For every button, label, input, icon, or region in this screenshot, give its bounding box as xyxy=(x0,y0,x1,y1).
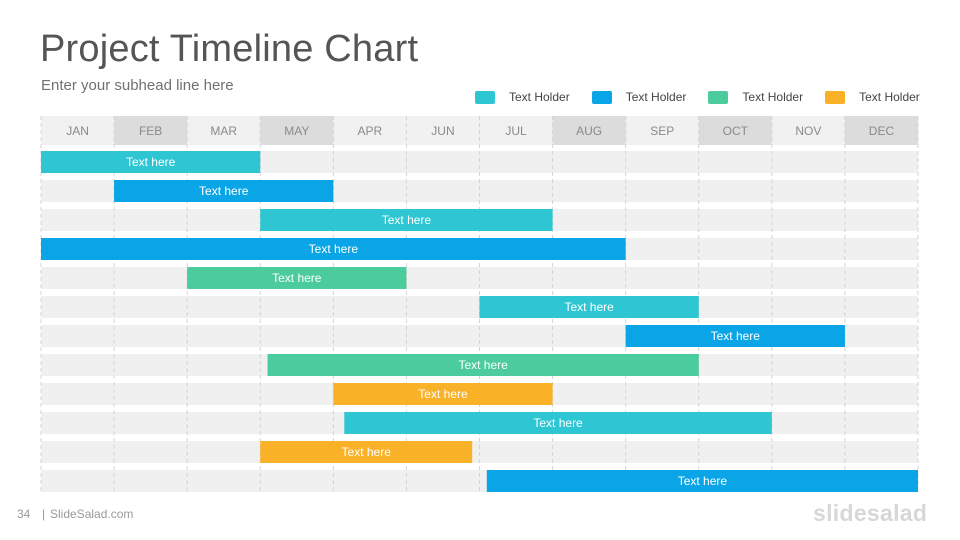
month-header-cell xyxy=(771,116,845,145)
legend-label: Text Holder xyxy=(742,90,804,104)
task-label: Text here xyxy=(272,271,322,285)
legend-label: Text Holder xyxy=(859,90,920,104)
task-label: Text here xyxy=(711,329,761,343)
month-header-cell xyxy=(625,116,699,145)
task-bar xyxy=(333,383,553,405)
month-header-cell xyxy=(114,116,188,145)
month-label: FEB xyxy=(139,124,162,138)
page-title: Project Timeline Chart xyxy=(40,28,419,70)
task-label: Text here xyxy=(678,474,728,488)
month-label: AUG xyxy=(576,124,602,138)
month-label: DEC xyxy=(869,124,895,138)
month-label: APR xyxy=(358,124,383,138)
task-label: Text here xyxy=(309,242,359,256)
task-bar xyxy=(267,354,699,376)
task-bar xyxy=(344,412,772,434)
task-label: Text here xyxy=(199,184,249,198)
month-label: MAY xyxy=(284,124,309,138)
task-bar xyxy=(41,151,261,173)
page-number: 34 xyxy=(17,507,31,521)
legend-label: Text Holder xyxy=(509,90,570,104)
month-label: SEP xyxy=(650,124,674,138)
legend-swatch xyxy=(475,90,495,104)
month-header-cell xyxy=(406,116,480,145)
task-bar xyxy=(41,238,626,260)
task-label: Text here xyxy=(533,416,583,430)
legend-item: Text Holder xyxy=(825,90,920,104)
task-bar xyxy=(486,470,918,492)
month-header-cell xyxy=(479,116,553,145)
task-label: Text here xyxy=(564,300,614,314)
task-bar xyxy=(114,180,334,202)
month-header-cell xyxy=(333,116,407,145)
month-header-cell xyxy=(187,116,261,145)
legend-item: Text Holder xyxy=(475,90,570,104)
task-label: Text here xyxy=(382,213,432,227)
page-subtitle: Enter your subhead line here xyxy=(41,77,234,94)
footer-separator: | xyxy=(42,507,46,521)
task-label: Text here xyxy=(342,445,392,459)
legend-swatch xyxy=(708,90,729,104)
task-bar xyxy=(260,441,473,463)
month-header-cell xyxy=(41,116,115,145)
task-bar xyxy=(260,209,553,231)
task-label: Text here xyxy=(458,358,508,372)
month-label: JUN xyxy=(431,124,454,138)
legend-swatch xyxy=(825,90,846,104)
legend-item: Text Holder xyxy=(708,90,803,104)
legend-item: Text Holder xyxy=(591,90,687,104)
month-label: NOV xyxy=(795,124,821,138)
footer-site-link[interactable]: SlideSalad.com xyxy=(50,507,134,521)
brand-logo: slidesalad xyxy=(813,500,928,526)
month-label: JAN xyxy=(66,124,89,138)
task-label: Text here xyxy=(126,155,176,169)
legend: Text Holder Text Holder Text Holder Text… xyxy=(475,90,942,104)
task-bar xyxy=(187,267,407,289)
month-header-cell xyxy=(844,116,918,145)
task-bar xyxy=(625,325,845,347)
month-label: OCT xyxy=(723,124,749,138)
legend-label: Text Holder xyxy=(625,90,687,104)
month-header-cell xyxy=(260,116,334,145)
month-label: JUL xyxy=(505,124,527,138)
task-bar xyxy=(479,296,699,318)
month-header-cell xyxy=(698,116,772,145)
task-label: Text here xyxy=(418,387,468,401)
month-header-cell xyxy=(552,116,626,145)
legend-swatch xyxy=(591,90,612,104)
month-label: MAR xyxy=(210,124,237,138)
